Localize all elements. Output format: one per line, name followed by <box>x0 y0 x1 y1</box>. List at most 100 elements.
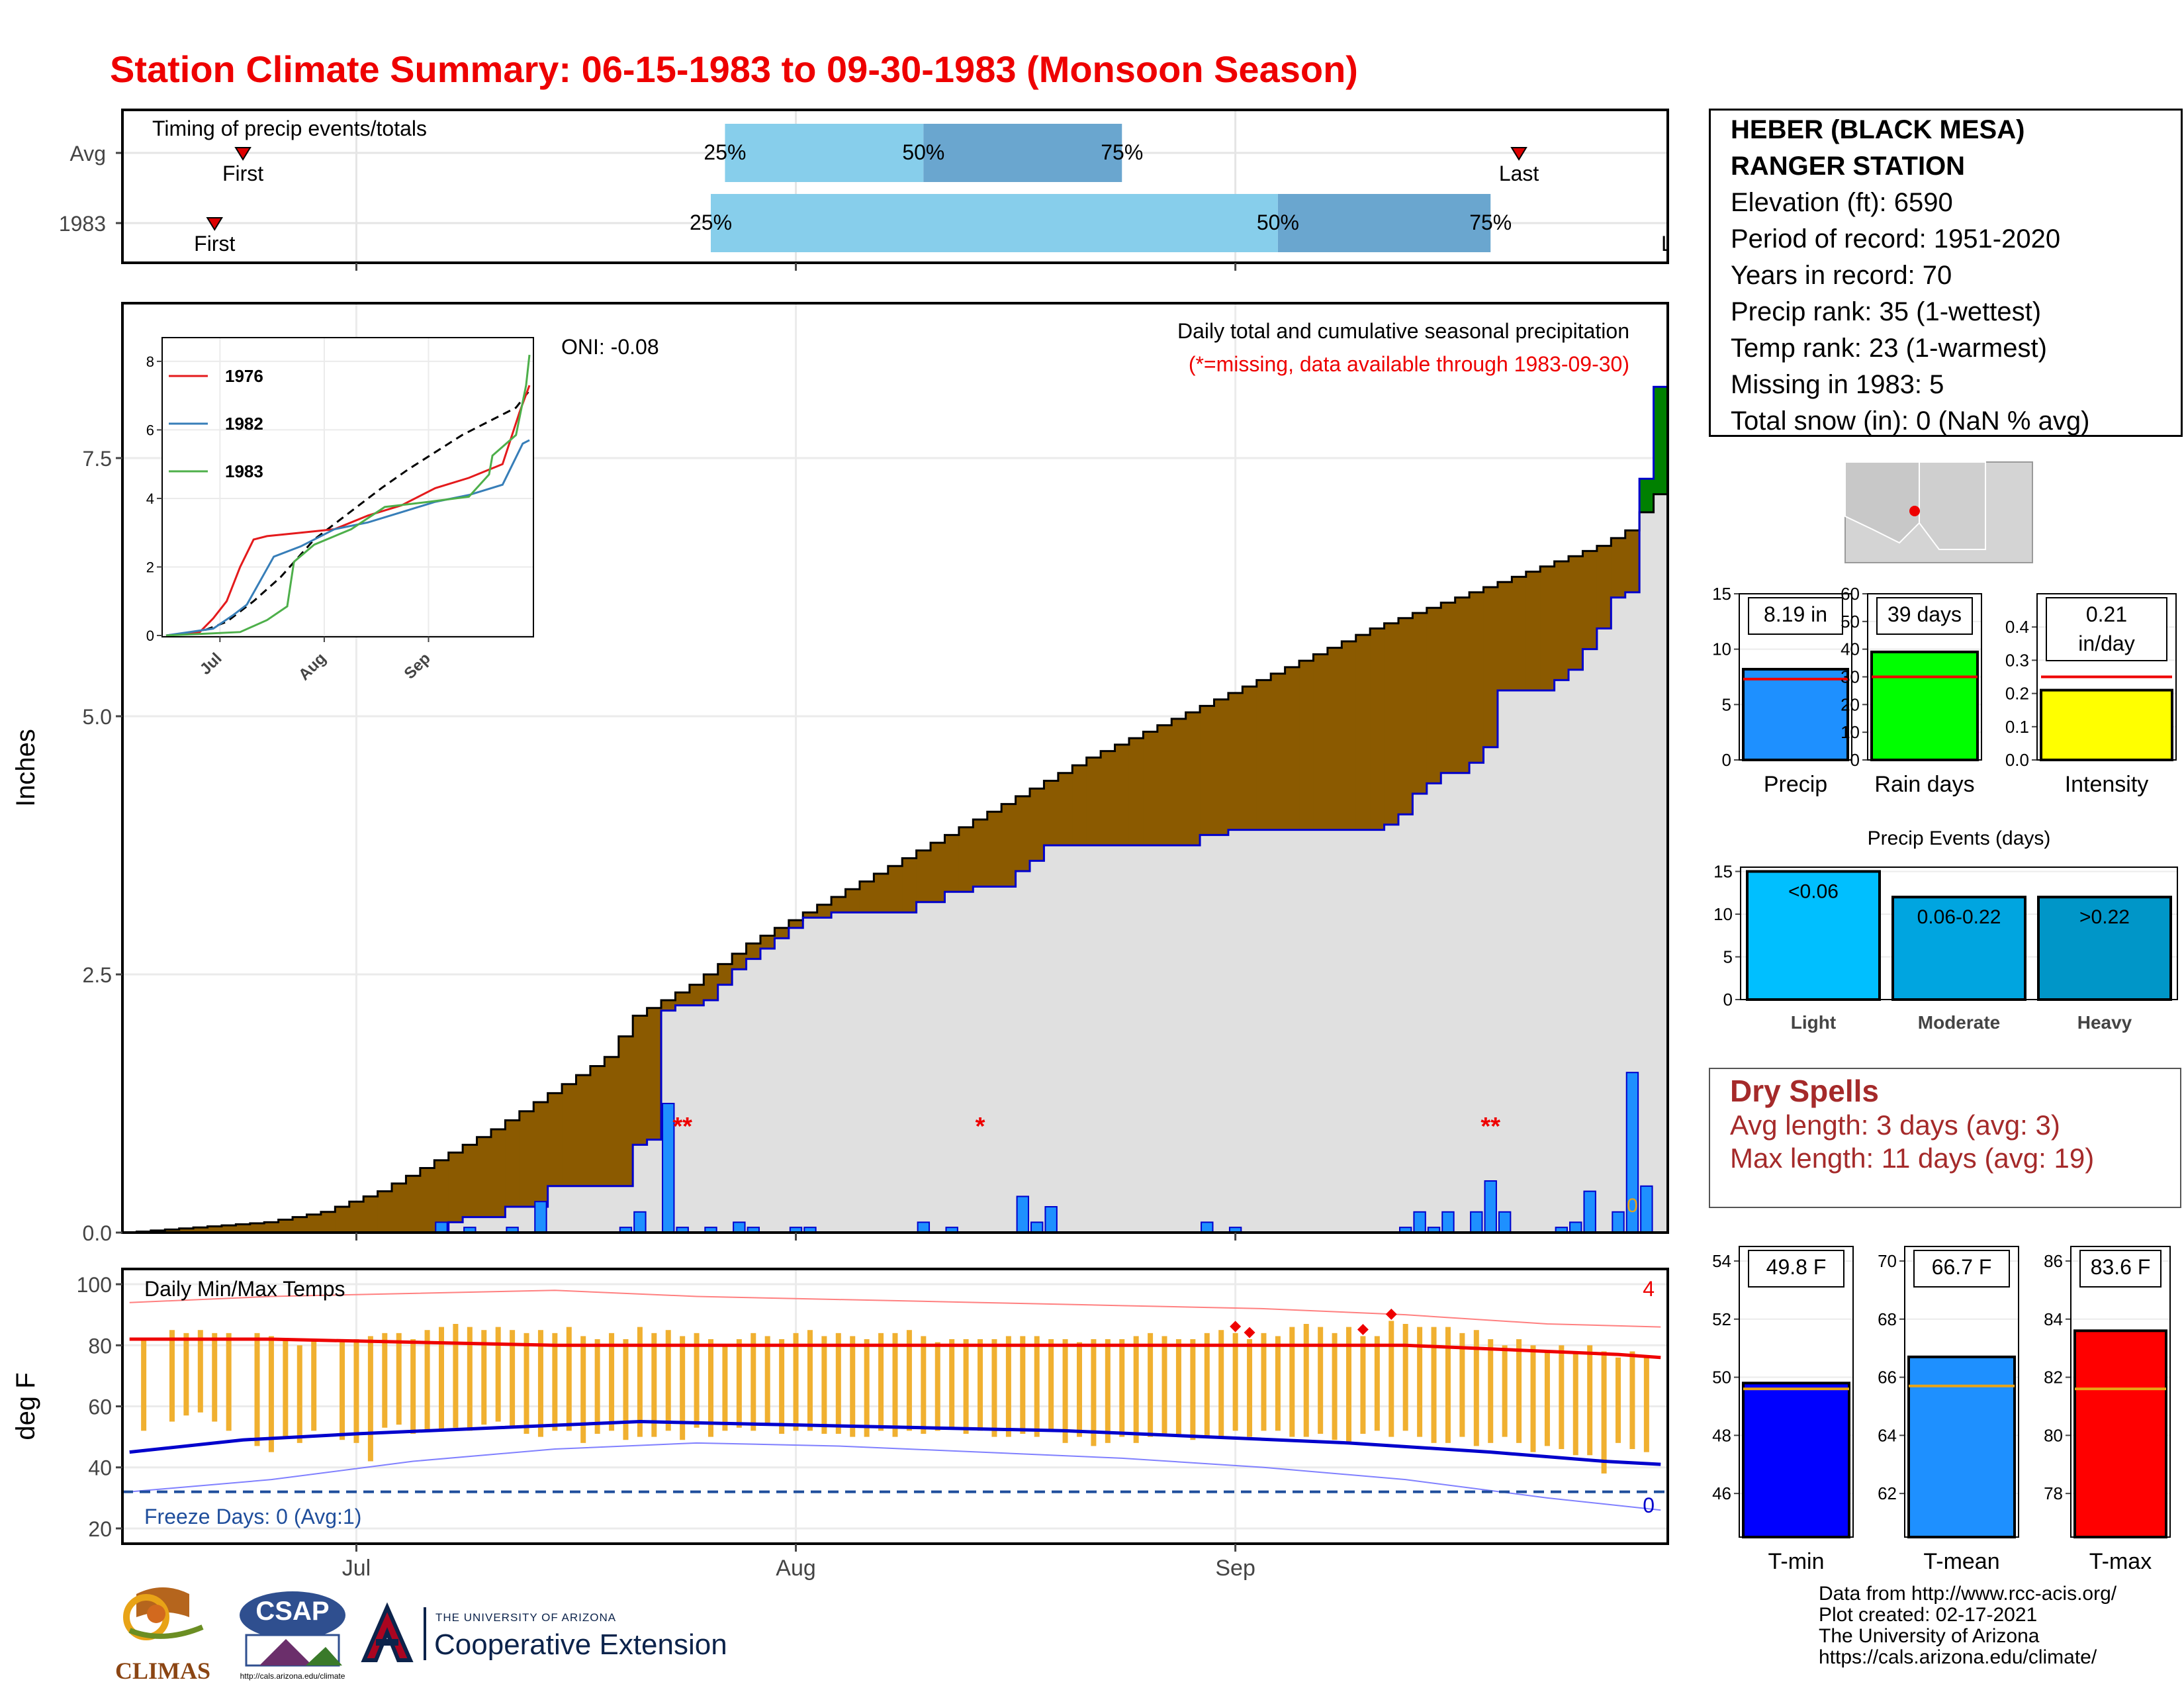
climas-logo-mark <box>123 1587 204 1640</box>
deficit-segment <box>1398 618 1413 815</box>
deficit-segment <box>547 1093 563 1186</box>
page-title: Station Climate Summary: 06-15-1983 to 0… <box>110 48 1358 90</box>
deficit-segment <box>1242 686 1257 830</box>
deficit-segment <box>1015 796 1030 871</box>
inset-border <box>161 337 534 637</box>
daily-temp-range-bar <box>1105 1339 1111 1443</box>
daily-temp-range-bar <box>523 1333 529 1434</box>
daily-temp-range-bar <box>1402 1324 1408 1431</box>
deficit-segment <box>987 812 1002 887</box>
daily-temp-range-bar <box>963 1339 969 1434</box>
events-bar <box>1891 896 2026 1001</box>
deficit-segment <box>1128 738 1144 845</box>
avg-max-line <box>129 1337 1661 1360</box>
timing-label-50: 50% <box>1257 211 1299 234</box>
daily-precip-bar <box>733 1221 746 1234</box>
deficit-segment <box>207 1226 222 1233</box>
deficit-segment <box>1044 780 1059 845</box>
daily-precip-bar <box>1640 1185 1653 1234</box>
daily-temp-range-bar <box>1516 1339 1522 1443</box>
deficit-segment <box>1469 592 1484 763</box>
daily-precip-bar <box>1498 1211 1512 1234</box>
daily-precip-bar <box>1470 1211 1483 1234</box>
temp-y-tick-label: 80 <box>88 1334 112 1358</box>
station-precip-rank: Precip rank: 35 (1-wettest) <box>1731 297 2042 326</box>
ua-logo-small: THE UNIVERSITY OF ARIZONA <box>435 1611 617 1624</box>
deficit-segment <box>732 953 747 970</box>
deficit-segment <box>349 1201 364 1233</box>
rain-days-y-tick-label: 10 <box>1841 722 1860 742</box>
precip-y-tick-label: 7.5 <box>83 447 112 471</box>
ua-logo-big: Cooperative Extension <box>434 1628 727 1661</box>
inset-series-line-1983 <box>165 354 531 637</box>
station-info-box: HEBER (BLACK MESA) RANGER STATION Elevat… <box>1709 109 2183 437</box>
surplus-segment <box>1639 479 1655 512</box>
deficit-segment <box>179 1228 194 1233</box>
precip-title: Daily total and cumulative seasonal prec… <box>1177 319 1629 343</box>
intensity-y-tick-label: 0.1 <box>2005 717 2029 737</box>
daily-temp-range-bar <box>821 1336 827 1434</box>
tmax-value-label: 83.6 F <box>2091 1255 2151 1279</box>
record-high-marker <box>1385 1308 1397 1320</box>
deficit-segment <box>293 1217 307 1233</box>
deficit-segment <box>1115 744 1130 845</box>
station-years: Years in record: 70 <box>1731 261 1952 290</box>
daily-temp-range-bar <box>1502 1345 1508 1437</box>
daily-temp-range-bar <box>340 1342 345 1440</box>
daily-precip-bar <box>917 1221 931 1234</box>
deficit-segment <box>392 1183 406 1233</box>
rain-days-y-tick-label: 50 <box>1841 612 1860 632</box>
deficit-segment <box>377 1191 392 1233</box>
temp-y-tick-label: 100 <box>77 1273 112 1297</box>
deficit-segment <box>717 964 733 985</box>
daily-temp-range-bar <box>1261 1333 1267 1431</box>
deficit-segment <box>1497 582 1512 690</box>
deficit-segment <box>1171 718 1187 845</box>
temp-y-tick-label: 60 <box>88 1395 112 1419</box>
daily-precip-bar <box>1612 1211 1625 1234</box>
daily-temp-range-bar <box>510 1330 516 1428</box>
daily-temp-range-bar <box>594 1339 600 1434</box>
deficit-segment <box>1313 654 1328 830</box>
daily-temp-range-bar <box>1530 1345 1536 1452</box>
rain-days-bar <box>1870 650 1979 761</box>
deficit-segment <box>1157 725 1172 845</box>
climas-logo: CLIMAS <box>110 1581 216 1684</box>
daily-temp-range-bar <box>609 1333 615 1431</box>
events-y-tick-label: 0 <box>1723 990 1733 1009</box>
rain-days-x-label: Rain days <box>1874 772 1974 797</box>
daily-temp-range-bar <box>991 1339 997 1437</box>
timing-bar-q50-q75 <box>923 124 1122 182</box>
daily-temp-range-bar <box>751 1333 756 1431</box>
daily-temp-range-bar <box>367 1336 373 1462</box>
last-event-label: Last <box>1499 162 1539 185</box>
deficit-segment <box>1101 751 1116 845</box>
timing-bar-q25-q50 <box>711 194 1278 252</box>
deficit-segment <box>874 873 889 913</box>
missing-data-mark: ** <box>672 1113 692 1141</box>
precip-y-tick-label: 0.0 <box>83 1221 112 1245</box>
deficit-segment <box>1185 712 1201 845</box>
daily-temp-range-bar <box>1076 1342 1082 1437</box>
daily-temp-range-bar <box>438 1327 444 1431</box>
daily-temp-range-bar <box>382 1333 388 1428</box>
precip-y-tick-label: 5.0 <box>83 705 112 729</box>
daily-temp-range-bar <box>864 1339 870 1437</box>
inset-series-line-1976 <box>165 385 531 637</box>
deficit-segment <box>746 943 761 959</box>
deficit-segment <box>803 912 818 918</box>
tmean-y-tick-label: 62 <box>1878 1483 1897 1503</box>
events-border <box>1740 867 2178 1000</box>
temp-x-tick-label: Aug <box>776 1556 816 1581</box>
tmax-y-tick-label: 86 <box>2044 1251 2063 1271</box>
ua-logo: THE UNIVERSITY OF ARIZONA Cooperative Ex… <box>357 1602 754 1668</box>
daily-temp-range-bar <box>1643 1357 1649 1452</box>
precip-total-y-tick-label: 10 <box>1712 639 1731 659</box>
daily-temp-range-bar <box>807 1330 813 1431</box>
timing-label-50: 50% <box>902 140 944 164</box>
inset-y-tick-label: 6 <box>146 422 154 438</box>
deficit-segment <box>661 1000 676 1011</box>
tmin-border <box>1739 1246 1854 1538</box>
deficit-segment <box>576 1075 591 1186</box>
first-event-marker <box>234 147 251 161</box>
